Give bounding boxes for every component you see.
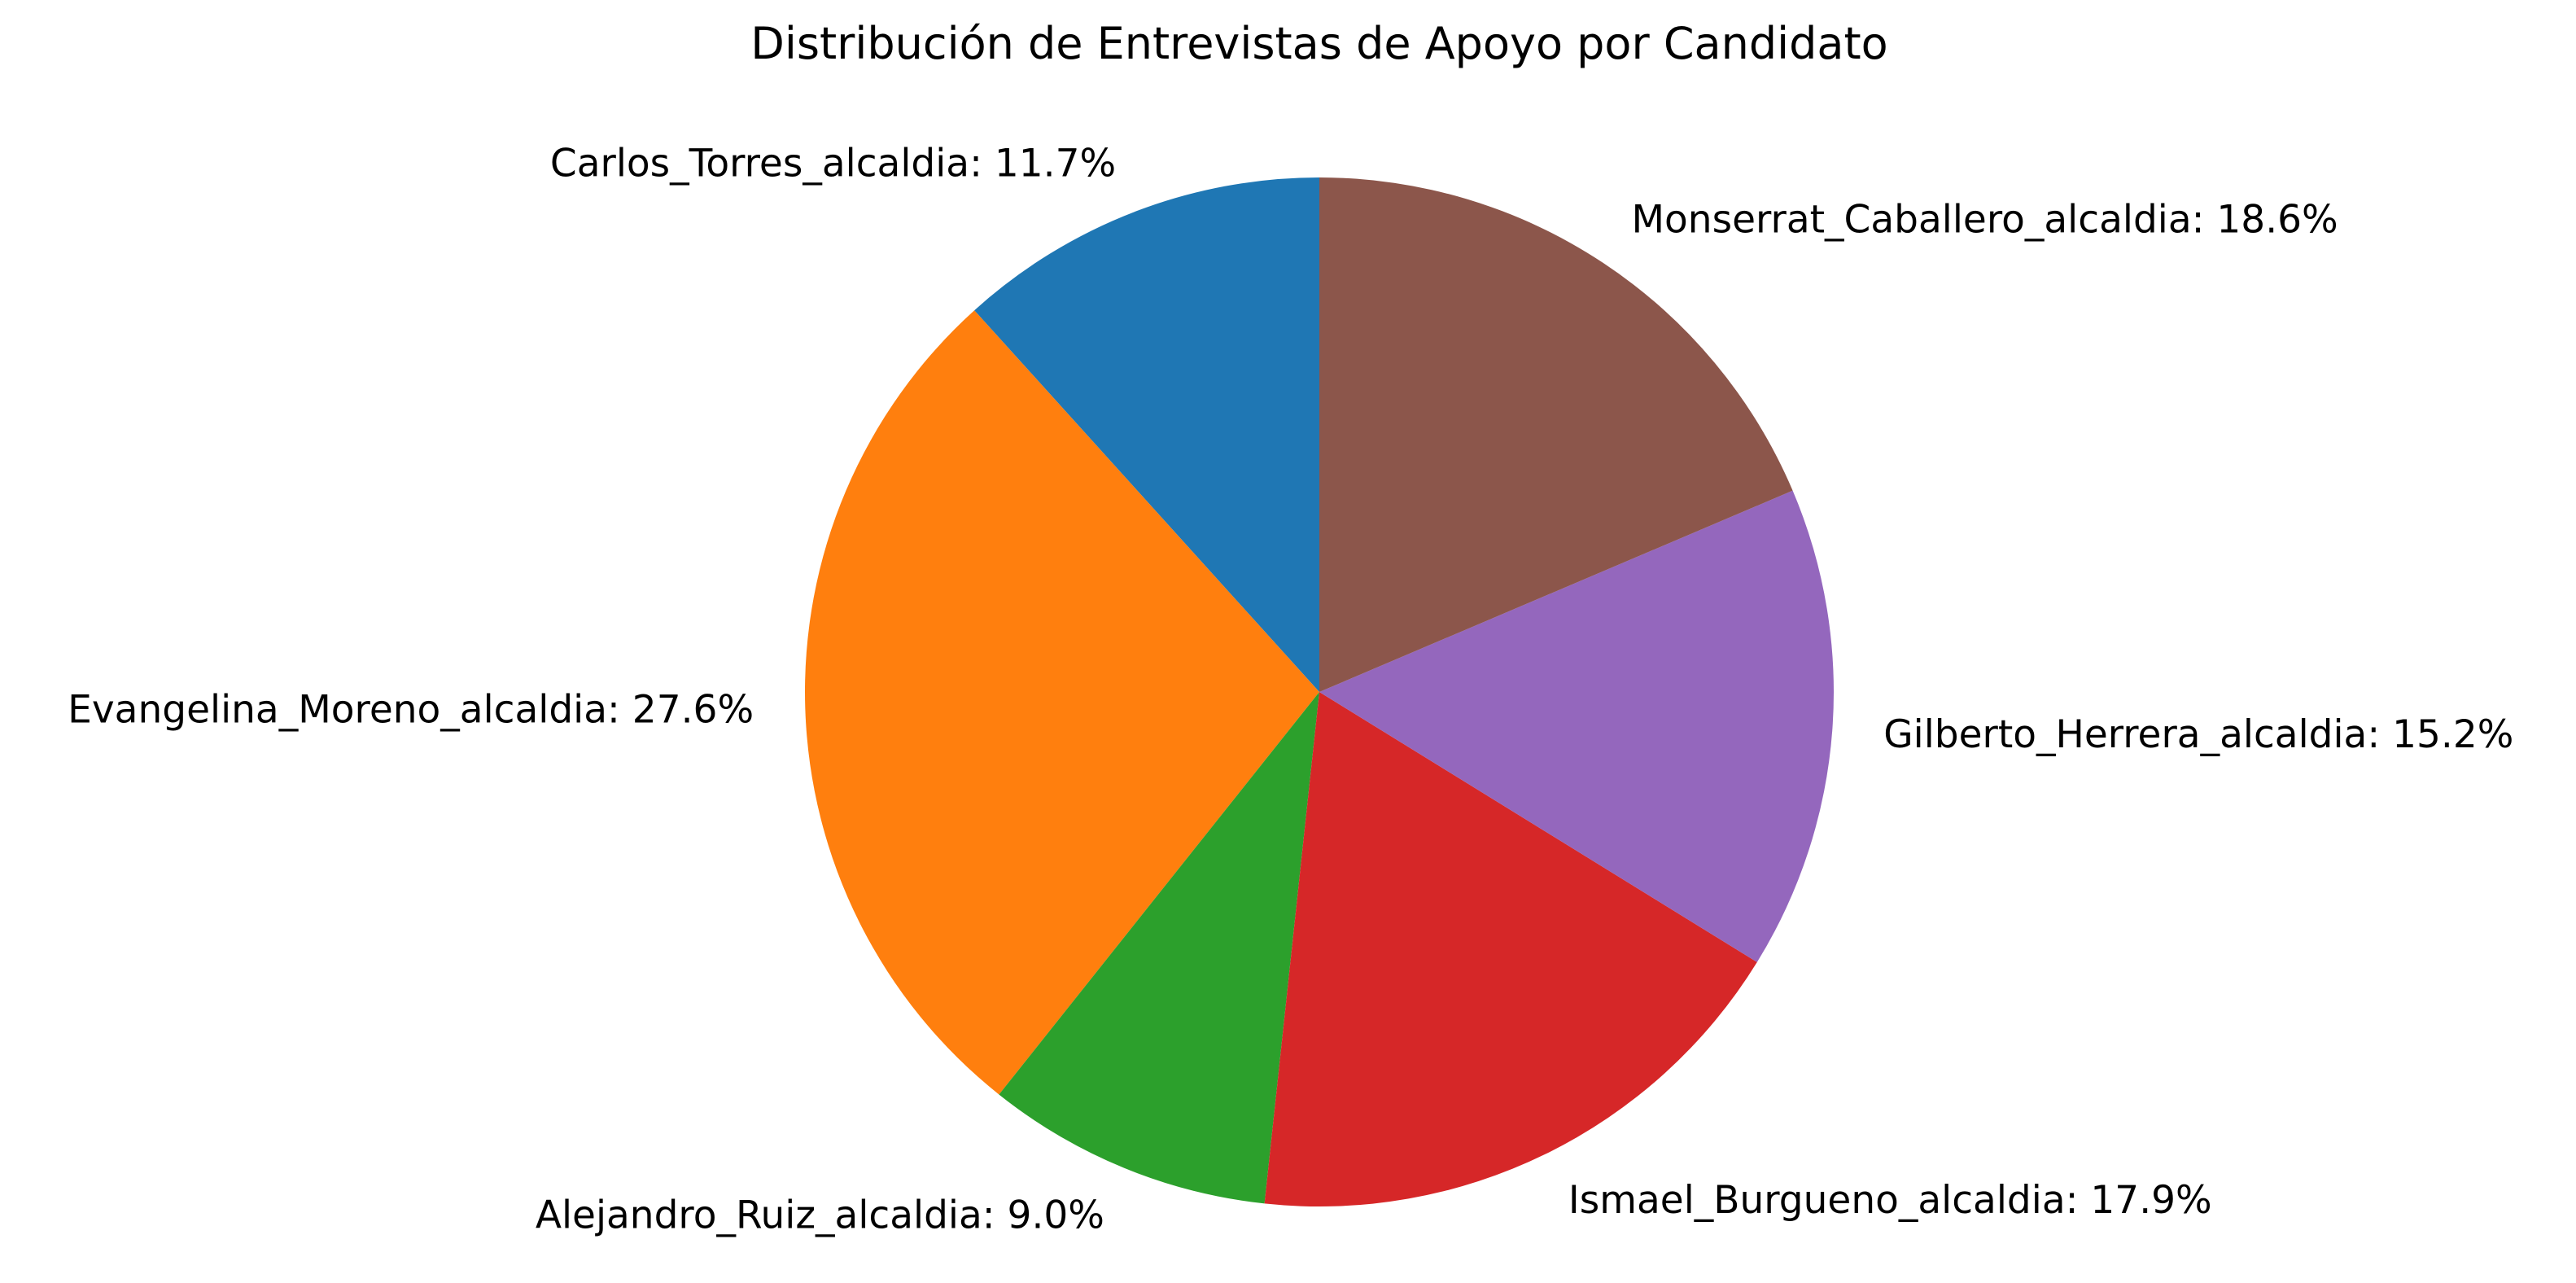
- pie-slice: [974, 177, 1319, 692]
- slice-label: Alejandro_Ruiz_alcaldia: 9.0%: [536, 1193, 1104, 1238]
- slice-label: Monserrat_Caballero_alcaldia: 18.6%: [1632, 198, 2338, 243]
- slice-label: Evangelina_Moreno_alcaldia: 27.6%: [68, 687, 754, 732]
- pie-slice: [1319, 490, 1835, 962]
- pie-slice: [999, 692, 1319, 1204]
- slice-label: Gilberto_Herrera_alcaldia: 15.2%: [1883, 712, 2513, 757]
- pie-slice: [805, 310, 1319, 1095]
- pie-slice: [1319, 177, 1793, 692]
- pie-labels: Carlos_Torres_alcaldia: 11.7% Evangelina_…: [68, 142, 2513, 1238]
- pie-slices: [805, 177, 1835, 1207]
- slice-label: Carlos_Torres_alcaldia: 11.7%: [550, 142, 1116, 186]
- chart-title: Distribución de Entrevistas de Apoyo por…: [750, 18, 1887, 69]
- slice-label: Ismael_Burgueno_alcaldia: 17.9%: [1568, 1178, 2212, 1223]
- pie-slice: [1264, 692, 1757, 1207]
